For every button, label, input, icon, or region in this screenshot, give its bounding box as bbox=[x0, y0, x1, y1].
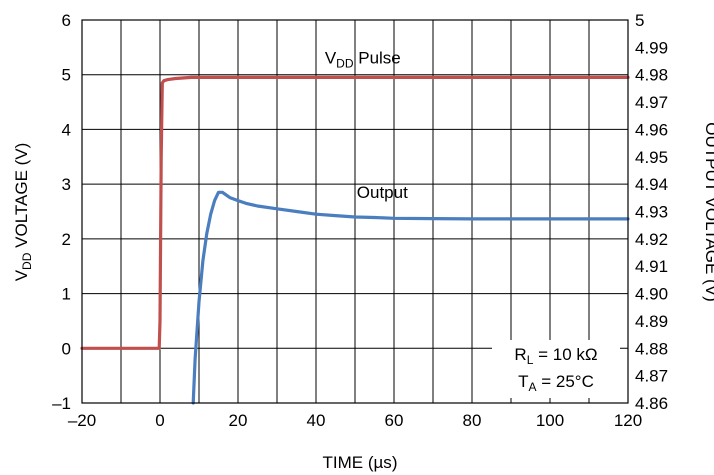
plot-frame bbox=[81, 19, 629, 404]
series-layer bbox=[80, 75, 630, 405]
vdd-pulse-series-label: VDD Pulse bbox=[325, 49, 401, 71]
y-right-tick-label: 4.87 bbox=[635, 367, 668, 386]
y-left-tick-label: 0 bbox=[62, 339, 71, 358]
x-tick-label: –20 bbox=[68, 411, 96, 430]
y-left-tick-label: –1 bbox=[52, 394, 71, 413]
y-right-tick-label: 4.91 bbox=[635, 257, 668, 276]
load-resistance-annotation: RL = 10 kΩ bbox=[514, 345, 597, 367]
y-right-tick-label: 4.88 bbox=[635, 339, 668, 358]
x-tick-label: 0 bbox=[155, 411, 164, 430]
x-tick-labels: –20 0 20 40 60 80 100 120 bbox=[68, 411, 642, 430]
x-axis-label: TIME (µs) bbox=[323, 453, 398, 472]
x-tick-label: 60 bbox=[385, 411, 404, 430]
y-right-tick-label: 4.86 bbox=[635, 394, 668, 413]
y-left-tick-label: 2 bbox=[62, 230, 71, 249]
y-right-tick-label: 4.89 bbox=[635, 312, 668, 331]
y-right-tick-label: 4.92 bbox=[635, 230, 668, 249]
y-right-tick-label: 4.97 bbox=[635, 93, 668, 112]
ambient-temperature-annotation: TA = 25°C bbox=[518, 372, 594, 394]
y-right-tick-label: 4.99 bbox=[635, 38, 668, 57]
y-left-tick-label: 1 bbox=[62, 285, 71, 304]
x-tick-label: 20 bbox=[229, 411, 248, 430]
y-left-tick-label: 4 bbox=[62, 120, 71, 139]
output-series-label: Output bbox=[357, 183, 408, 202]
y-right-tick-label: 4.94 bbox=[635, 175, 668, 194]
y-right-tick-label: 4.90 bbox=[635, 285, 668, 304]
y-left-axis-label: VDD VOLTAGE (V) bbox=[12, 143, 34, 282]
x-tick-label: 120 bbox=[614, 411, 642, 430]
output-line bbox=[191, 190, 630, 405]
y-left-tick-label: 3 bbox=[62, 175, 71, 194]
x-tick-label: 80 bbox=[463, 411, 482, 430]
conditions-box bbox=[492, 340, 620, 398]
y-right-axis-label: OUTPUT VOLTAGE (V) bbox=[702, 122, 714, 301]
y-left-tick-label: 6 bbox=[62, 11, 71, 30]
y-right-tick-labels: 4.86 4.87 4.88 4.89 4.90 4.91 4.92 4.93 4.94 4.95… bbox=[635, 11, 668, 413]
vdd-pulse-line bbox=[80, 75, 630, 350]
x-tick-label: 100 bbox=[536, 411, 564, 430]
y-right-tick-label: 4.96 bbox=[635, 120, 668, 139]
y-left-tick-label: 5 bbox=[62, 66, 71, 85]
y-right-tick-label: 4.93 bbox=[635, 203, 668, 222]
y-left-tick-labels: –1 0 1 2 3 4 5 6 bbox=[52, 11, 71, 413]
y-right-tick-label: 4.98 bbox=[635, 66, 668, 85]
y-right-tick-label: 4.95 bbox=[635, 148, 668, 167]
x-tick-label: 40 bbox=[307, 411, 326, 430]
y-right-tick-label: 5 bbox=[635, 11, 644, 30]
